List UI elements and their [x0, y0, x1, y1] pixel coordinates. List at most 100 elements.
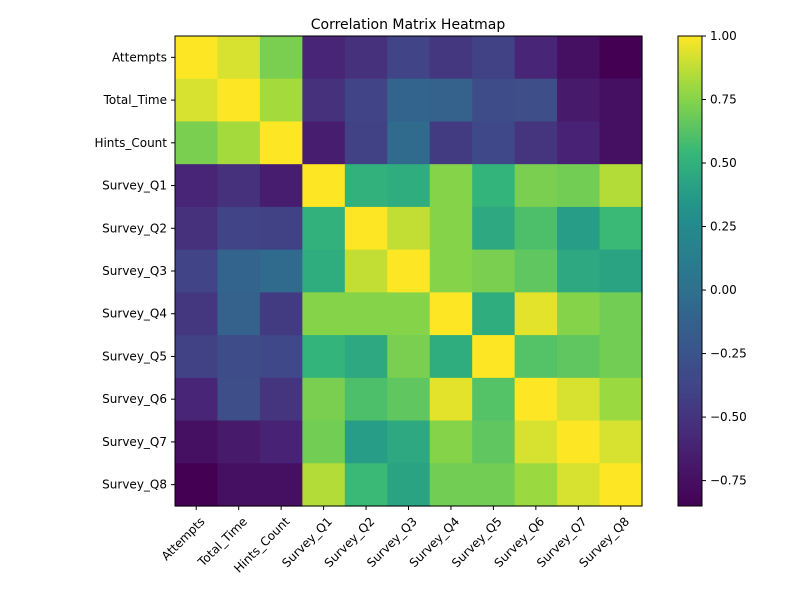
heatmap-cell	[302, 206, 346, 251]
heatmap-cell	[302, 335, 346, 379]
chart-title: Correlation Matrix Heatmap	[311, 17, 506, 33]
heatmap-cell	[217, 463, 261, 507]
heatmap-cell	[259, 292, 303, 336]
heatmap-cell	[514, 36, 558, 80]
heatmap-cell	[599, 78, 643, 123]
heatmap-cell	[599, 463, 643, 507]
heatmap-cell	[217, 249, 261, 293]
heatmap-cell	[514, 463, 558, 507]
heatmap-cell	[472, 292, 516, 336]
heatmap-cell	[302, 292, 346, 336]
heatmap-cell	[514, 164, 558, 208]
heatmap-cell	[344, 335, 388, 379]
heatmap-cell	[217, 335, 261, 379]
heatmap-cell	[557, 36, 601, 80]
heatmap-cell	[599, 377, 643, 422]
heatmap-cell	[472, 463, 516, 507]
heatmap-cell	[557, 335, 601, 379]
heatmap-cell	[557, 377, 601, 422]
heatmap-cell	[557, 78, 601, 123]
heatmap-cell	[344, 249, 388, 293]
heatmap-cell	[387, 249, 431, 293]
heatmap-cell	[302, 36, 346, 80]
heatmap-cell	[599, 121, 643, 165]
heatmap-cell	[175, 420, 219, 464]
heatmap-cell	[557, 206, 601, 251]
heatmap-cell	[514, 249, 558, 293]
colorbar-tick-label: 0.75	[710, 93, 737, 107]
heatmap-cell	[217, 164, 261, 208]
heatmap-cell	[259, 164, 303, 208]
heatmap-cell	[599, 420, 643, 464]
heatmap-cell	[472, 420, 516, 464]
heatmap-cell	[514, 377, 558, 422]
heatmap-cell	[259, 206, 303, 251]
heatmap-cell	[175, 377, 219, 422]
heatmap-cell	[514, 335, 558, 379]
heatmap-cell	[175, 121, 219, 165]
heatmap-cell	[429, 121, 473, 165]
heatmap-cell	[259, 463, 303, 507]
heatmap-cells	[175, 36, 643, 507]
heatmap-cell	[344, 463, 388, 507]
heatmap-cell	[387, 121, 431, 165]
heatmap-cell	[344, 121, 388, 165]
heatmap-cell	[217, 292, 261, 336]
heatmap-cell	[175, 463, 219, 507]
heatmap-cell	[302, 121, 346, 165]
heatmap-cell	[387, 335, 431, 379]
heatmap-cell	[429, 36, 473, 80]
heatmap-cell	[472, 121, 516, 165]
heatmap-cell	[387, 420, 431, 464]
heatmap-cell	[175, 249, 219, 293]
heatmap-cell	[514, 292, 558, 336]
heatmap-cell	[599, 249, 643, 293]
heatmap-cell	[472, 206, 516, 251]
heatmap-cell	[387, 377, 431, 422]
heatmap-cell	[472, 36, 516, 80]
heatmap-cell	[175, 78, 219, 123]
heatmap-cell	[259, 420, 303, 464]
heatmap-cell	[175, 164, 219, 208]
heatmap-cell	[429, 206, 473, 251]
heatmap-cell	[557, 292, 601, 336]
colorbar-tick-label: 1.00	[710, 29, 737, 43]
y-tick-label: Survey_Q3	[102, 264, 167, 278]
heatmap-cell	[259, 377, 303, 422]
heatmap-cell	[599, 36, 643, 80]
heatmap-cell	[344, 36, 388, 80]
heatmap-cell	[344, 292, 388, 336]
y-tick-label: Survey_Q6	[102, 392, 167, 406]
colorbar-tick-label: 0.50	[710, 156, 737, 170]
heatmap-cell	[557, 420, 601, 464]
heatmap-cell	[557, 121, 601, 165]
heatmap-cell	[302, 249, 346, 293]
colorbar-tick-label: −0.25	[710, 347, 747, 361]
heatmap-cell	[429, 164, 473, 208]
y-tick-label: Survey_Q2	[102, 221, 167, 235]
heatmap-cell	[344, 164, 388, 208]
heatmap-cell	[472, 377, 516, 422]
heatmap-cell	[344, 420, 388, 464]
heatmap-cell	[259, 121, 303, 165]
colorbar-tick-label: −0.75	[710, 474, 747, 488]
x-tick-labels: AttemptsTotal_TimeHints_CountSurvey_Q1Su…	[159, 506, 632, 576]
heatmap-cell	[217, 377, 261, 422]
heatmap-cell	[217, 121, 261, 165]
heatmap-cell	[429, 377, 473, 422]
heatmap-cell	[557, 164, 601, 208]
heatmap-cell	[302, 463, 346, 507]
heatmap-cell	[429, 463, 473, 507]
y-tick-label: Survey_Q8	[102, 478, 167, 492]
y-tick-label: Total_Time	[103, 93, 167, 107]
heatmap-cell	[514, 420, 558, 464]
heatmap-cell	[472, 164, 516, 208]
colorbar-tick-label: −0.50	[710, 410, 747, 424]
heatmap-cell	[175, 292, 219, 336]
heatmap-cell	[429, 78, 473, 123]
heatmap-cell	[429, 292, 473, 336]
heatmap-cell	[599, 335, 643, 379]
y-tick-label: Survey_Q1	[102, 179, 167, 193]
heatmap-cell	[472, 78, 516, 123]
